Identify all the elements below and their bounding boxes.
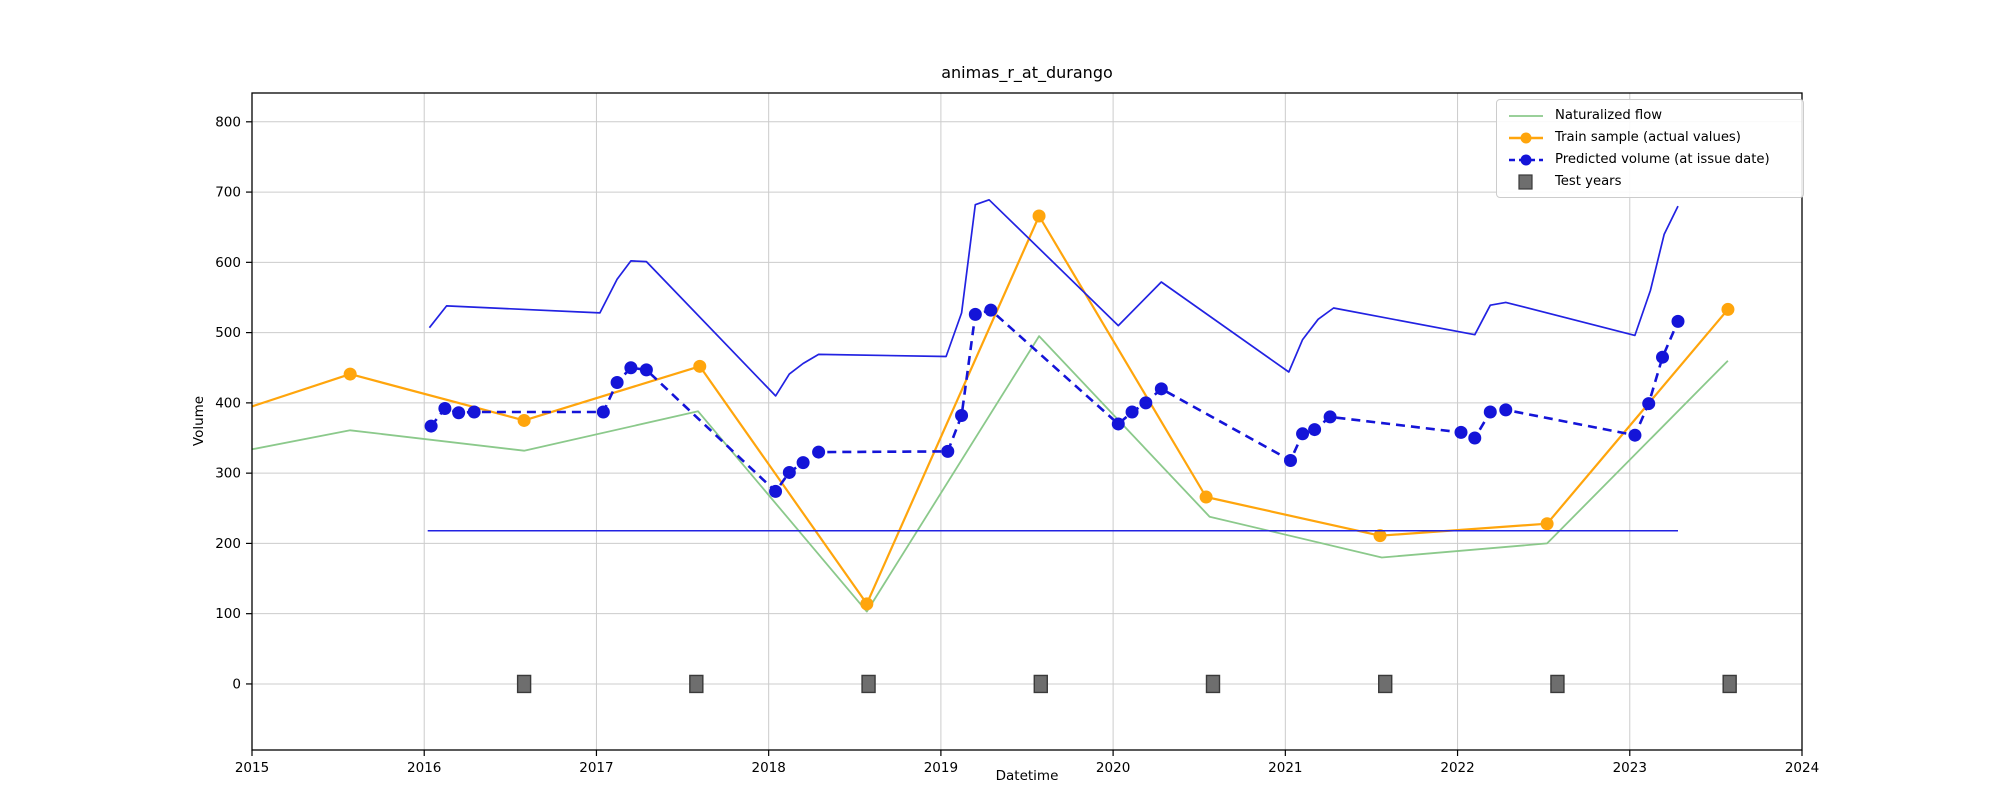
y-tick-label: 600 <box>215 255 241 271</box>
predicted-volume-line <box>430 308 1680 493</box>
square-swatch-icon <box>1518 173 1533 190</box>
predicted-volume-point <box>1308 423 1322 437</box>
predicted-volume-point <box>955 409 969 423</box>
legend-label: Train sample (actual values) <box>1555 130 1741 145</box>
predicted-volume-point <box>984 303 998 317</box>
legend-item: Predicted volume (at issue date) <box>1506 149 1794 170</box>
y-tick-label: 300 <box>215 466 241 482</box>
x-tick-label: 2023 <box>1613 760 1647 776</box>
predicted-volume-point <box>1323 410 1337 424</box>
test-year-marker <box>1205 674 1221 694</box>
y-tick-label: 200 <box>215 536 241 552</box>
train-sample-point <box>1032 209 1046 223</box>
legend-label: Predicted volume (at issue date) <box>1555 152 1770 167</box>
predicted-volume-point <box>941 444 955 458</box>
predicted-volume-point <box>467 405 481 419</box>
predicted-volume-point <box>769 484 783 498</box>
legend-item: Naturalized flow <box>1506 105 1794 126</box>
train-sample-point <box>693 359 707 373</box>
forecast-max-line <box>428 198 1679 397</box>
predicted-volume-point <box>1468 431 1482 445</box>
chart-title: animas_r_at_durango <box>941 63 1113 82</box>
train-sample-point <box>860 597 874 611</box>
y-tick-label: 400 <box>215 395 241 411</box>
predicted-volume-point <box>596 405 610 419</box>
test-year-marker <box>1033 674 1048 694</box>
y-axis-label: Volume <box>191 395 207 447</box>
legend-item: Train sample (actual values) <box>1506 127 1794 148</box>
x-tick-label: 2018 <box>751 760 785 776</box>
train-sample-point <box>1199 490 1213 504</box>
predicted-volume-point <box>1125 405 1139 419</box>
x-tick-label: 2015 <box>235 760 269 776</box>
x-tick-label: 2017 <box>579 760 613 776</box>
predicted-volume-point <box>1284 453 1297 467</box>
x-tick-label: 2021 <box>1268 760 1302 776</box>
predicted-volume-point <box>1642 397 1656 411</box>
legend-label: Naturalized flow <box>1555 108 1663 123</box>
predicted-volume-point <box>1111 417 1125 431</box>
legend-item: Test years <box>1506 171 1794 192</box>
train-sample-point <box>343 367 357 381</box>
y-tick-label: 700 <box>215 185 241 201</box>
legend-label: Test years <box>1555 174 1622 189</box>
test-year-marker <box>861 674 876 694</box>
line-marker-swatch-icon <box>1509 132 1543 143</box>
test-year-marker <box>689 674 704 694</box>
predicted-volume-point <box>1656 350 1669 364</box>
predicted-volume-point <box>1296 427 1310 441</box>
test-year-marker <box>1550 674 1565 694</box>
test-year-marker <box>1378 674 1393 694</box>
test-year-marker <box>1722 674 1737 694</box>
x-tick-label: 2020 <box>1096 760 1130 776</box>
train-sample-point <box>1373 529 1387 543</box>
predicted-volume-point <box>1499 403 1513 417</box>
train-sample-point <box>1540 517 1554 531</box>
naturalized-flow-line <box>251 335 1729 613</box>
legend: Naturalized flow Train sample (actual val… <box>1496 99 1804 198</box>
predicted-volume-point <box>782 465 796 479</box>
predicted-volume-point <box>438 402 452 416</box>
predicted-volume-point <box>1628 428 1642 442</box>
predicted-volume-point <box>1454 425 1468 439</box>
train-sample-point <box>517 413 531 427</box>
x-tick-label: 2019 <box>924 760 958 776</box>
predicted-volume-point <box>1483 405 1497 419</box>
predicted-volume-point <box>424 419 438 433</box>
predicted-volume-point <box>812 445 826 459</box>
predicted-volume-point <box>452 406 466 420</box>
train-sample-line <box>251 214 1729 605</box>
y-tick-label: 0 <box>232 676 241 692</box>
predicted-volume-point <box>624 361 638 375</box>
train-sample-point <box>1721 302 1735 316</box>
y-tick-label: 500 <box>215 325 241 341</box>
predicted-volume-point <box>1139 396 1153 410</box>
predicted-volume-point <box>796 456 810 470</box>
test-year-marker <box>516 674 532 694</box>
predicted-volume-point <box>610 376 624 390</box>
plot-border <box>251 92 1803 751</box>
x-tick-label: 2016 <box>407 760 441 776</box>
y-tick-label: 800 <box>215 114 241 130</box>
x-tick-label: 2024 <box>1785 760 1819 776</box>
dash-marker-swatch-icon <box>1509 154 1543 165</box>
predicted-volume-point <box>968 307 982 321</box>
x-tick-label: 2022 <box>1440 760 1474 776</box>
predicted-volume-point <box>1154 382 1168 396</box>
predicted-volume-point <box>1671 314 1685 328</box>
line-swatch-icon <box>1509 114 1543 117</box>
x-axis-label: Datetime <box>995 768 1059 784</box>
y-tick-label: 100 <box>215 606 241 622</box>
predicted-volume-point <box>639 363 653 377</box>
